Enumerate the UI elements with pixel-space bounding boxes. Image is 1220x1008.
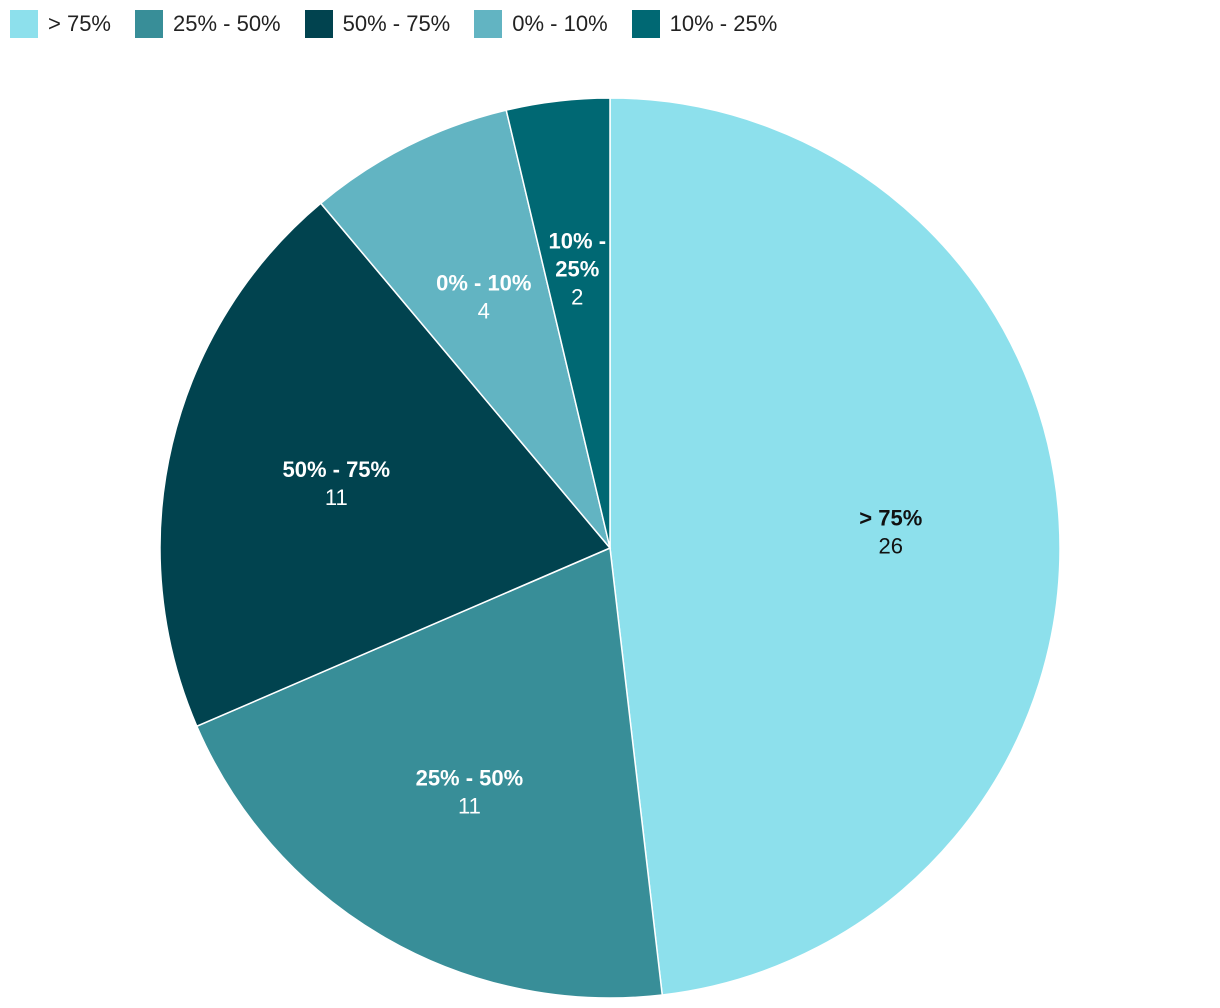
legend-swatch	[304, 10, 333, 38]
legend-label: 0% - 10%	[512, 11, 608, 36]
legend-label: 50% - 75%	[342, 11, 451, 36]
slice-label-value: 11	[458, 794, 481, 819]
pie-slice	[319, 109, 611, 549]
pie-slice	[505, 97, 611, 549]
slice-label-value: 11	[325, 485, 348, 510]
slice-label-name: 0% - 10%	[436, 271, 531, 296]
slice-label: 25% - 50% 11	[416, 766, 524, 819]
pie-slice	[159, 202, 612, 728]
legend-item: > 75%	[10, 10, 111, 38]
slice-label-value: 26	[879, 534, 903, 559]
slice-label: 50% - 75% 11	[282, 457, 390, 510]
legend-label: 25% - 50%	[173, 11, 281, 36]
slice-label: 0% - 10% 4	[436, 271, 531, 324]
slice-label-name: > 75%	[859, 506, 922, 531]
legend-label: 10% - 25%	[669, 11, 778, 36]
legend-swatch	[631, 10, 660, 38]
legend-swatch	[135, 10, 163, 38]
legend-item: 25% - 50%	[135, 10, 281, 38]
pie-slice	[609, 97, 1061, 996]
slice-label: 10% - 25% 2	[549, 229, 606, 310]
slice-label-value: 4	[478, 299, 490, 324]
pie-slice	[195, 546, 664, 999]
slice-label-name: 50% - 75%	[282, 457, 390, 482]
slice-label-value: 2	[571, 285, 583, 310]
legend-item: 0% - 10%	[474, 10, 608, 38]
legend-label: > 75%	[48, 11, 111, 36]
slice-label: > 75% 26	[859, 506, 922, 559]
legend-swatch	[474, 10, 503, 38]
chart-legend: > 75% 25% - 50% 50% - 75% 0% - 10% 10% - 25%	[10, 10, 801, 38]
legend-item: 50% - 75%	[304, 10, 451, 38]
slice-label-name: 10% -	[549, 229, 606, 254]
legend-item: 10% - 25%	[631, 10, 778, 38]
slice-label-name: 25%	[555, 257, 599, 282]
legend-swatch	[10, 10, 38, 38]
slice-label-name: 25% - 50%	[416, 766, 524, 791]
